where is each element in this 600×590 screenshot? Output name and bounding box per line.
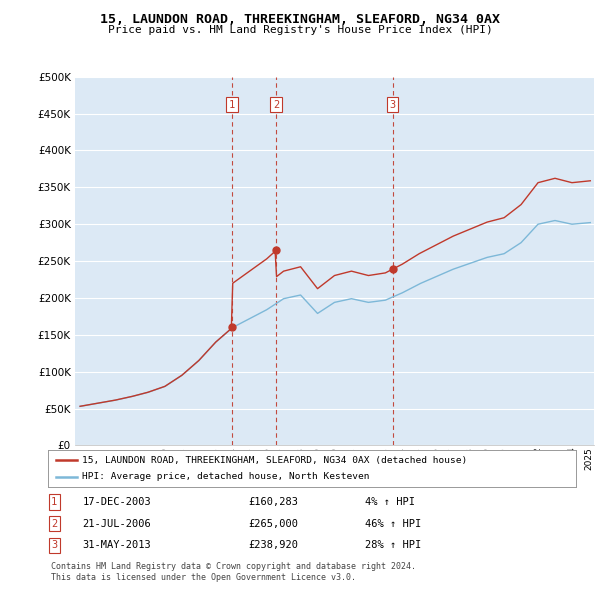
Text: HPI: Average price, detached house, North Kesteven: HPI: Average price, detached house, Nort… — [82, 473, 370, 481]
Text: 21-JUL-2006: 21-JUL-2006 — [82, 519, 151, 529]
Text: 17-DEC-2003: 17-DEC-2003 — [82, 497, 151, 507]
Text: 31-MAY-2013: 31-MAY-2013 — [82, 540, 151, 550]
Text: 4% ↑ HPI: 4% ↑ HPI — [365, 497, 415, 507]
Text: Price paid vs. HM Land Registry's House Price Index (HPI): Price paid vs. HM Land Registry's House … — [107, 25, 493, 35]
Text: 28% ↑ HPI: 28% ↑ HPI — [365, 540, 421, 550]
Text: 46% ↑ HPI: 46% ↑ HPI — [365, 519, 421, 529]
Text: 15, LAUNDON ROAD, THREEKINGHAM, SLEAFORD, NG34 0AX (detached house): 15, LAUNDON ROAD, THREEKINGHAM, SLEAFORD… — [82, 455, 467, 464]
Text: 3: 3 — [51, 540, 58, 550]
Text: This data is licensed under the Open Government Licence v3.0.: This data is licensed under the Open Gov… — [51, 573, 356, 582]
Text: £160,283: £160,283 — [248, 497, 299, 507]
Text: 15, LAUNDON ROAD, THREEKINGHAM, SLEAFORD, NG34 0AX: 15, LAUNDON ROAD, THREEKINGHAM, SLEAFORD… — [100, 13, 500, 26]
Text: £238,920: £238,920 — [248, 540, 299, 550]
Text: 3: 3 — [389, 100, 395, 110]
Text: 2: 2 — [273, 100, 279, 110]
Text: 1: 1 — [51, 497, 58, 507]
Text: 1: 1 — [229, 100, 235, 110]
Text: £265,000: £265,000 — [248, 519, 299, 529]
Text: Contains HM Land Registry data © Crown copyright and database right 2024.: Contains HM Land Registry data © Crown c… — [51, 562, 416, 571]
Text: 2: 2 — [51, 519, 58, 529]
